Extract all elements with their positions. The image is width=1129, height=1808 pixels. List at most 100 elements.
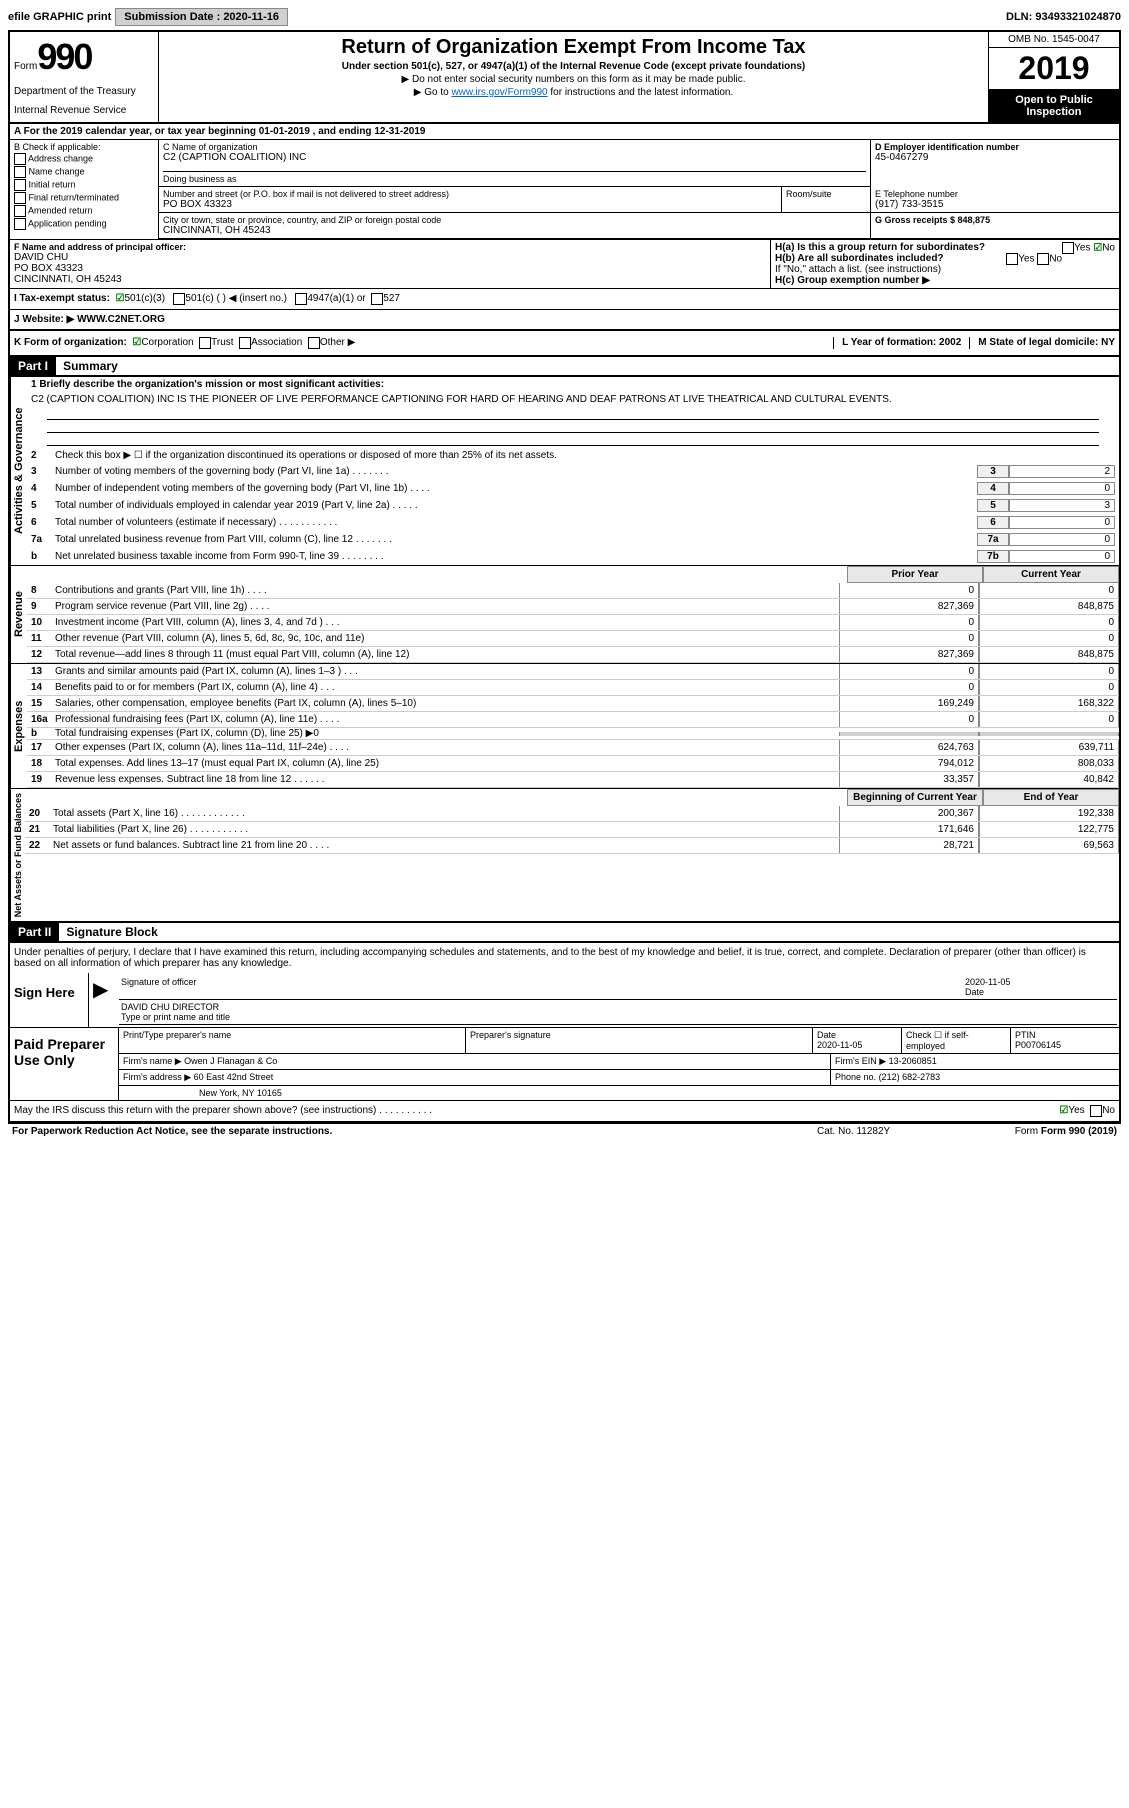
fin-prior: 200,367 <box>839 806 979 821</box>
part1-badge: Part I <box>10 357 56 375</box>
addr-change: Address change <box>28 153 93 163</box>
other-check[interactable] <box>308 337 320 349</box>
discuss-no: No <box>1102 1105 1115 1117</box>
irs-label: Internal Revenue Service <box>14 105 154 116</box>
firm-addr-cell: Firm's address ▶ 60 East 42nd Street <box>119 1070 831 1085</box>
ha-no-check: ☑ <box>1093 243 1102 254</box>
dept-treasury: Department of the Treasury <box>14 86 154 97</box>
ha-label: H(a) Is this a group return for subordin… <box>775 242 985 253</box>
section-f: F Name and address of principal officer:… <box>10 240 771 288</box>
trust-check[interactable] <box>199 337 211 349</box>
b-label: B Check if applicable: <box>14 142 154 152</box>
fin-text: Program service revenue (Part VIII, line… <box>55 601 839 612</box>
ha-yes[interactable] <box>1062 242 1074 254</box>
fin-current: 192,338 <box>979 806 1119 821</box>
final-return: Final return/terminated <box>29 192 120 202</box>
prep-date-val: 2020-11-05 <box>817 1040 862 1050</box>
irs-link[interactable]: www.irs.gov/Form990 <box>451 87 547 98</box>
fin-current: 40,842 <box>979 772 1119 787</box>
room-cell: Room/suite <box>782 187 871 212</box>
row-num: 7a <box>31 534 55 545</box>
assoc-label: Association <box>251 337 302 349</box>
ein-value: 45-0467279 <box>875 152 1115 163</box>
footer-form: Form 990 (2019) <box>1041 1126 1117 1137</box>
fin-num: 8 <box>27 585 55 596</box>
fin-row: 10 Investment income (Part VIII, column … <box>27 615 1119 631</box>
part1-header-row: Part I Summary <box>10 357 1119 377</box>
discuss-no-check[interactable] <box>1090 1105 1102 1117</box>
governance-label: Activities & Governance <box>10 377 27 565</box>
initial-return: Initial return <box>29 179 76 189</box>
section-h: H(a) Is this a group return for subordin… <box>771 240 1119 288</box>
fin-current: 0 <box>979 631 1119 646</box>
row-box: 7a <box>977 533 1009 546</box>
k-row: K Form of organization: ☑ Corporation Tr… <box>10 331 1119 357</box>
row-box: 7b <box>977 550 1009 563</box>
org-name-block: C Name of organization C2 (CAPTION COALI… <box>159 140 871 187</box>
addr-label: Number and street (or P.O. box if mail i… <box>163 189 777 199</box>
assoc-check[interactable] <box>239 337 251 349</box>
fin-text: Total assets (Part X, line 16) . . . . .… <box>53 808 839 819</box>
addr-change-check[interactable] <box>14 153 26 165</box>
part2-badge: Part II <box>10 923 59 941</box>
ha-no-label: No <box>1102 243 1115 254</box>
c-label: 501(c) ( ) ◀ (insert no.) <box>185 293 287 305</box>
527-check[interactable] <box>371 293 383 305</box>
fin-num: 21 <box>25 824 53 835</box>
underline1 <box>47 409 1099 420</box>
q1-label: 1 Briefly describe the organization's mi… <box>27 377 1119 392</box>
firm-phone-cell: Phone no. (212) 682-2783 <box>831 1070 1119 1085</box>
initial-check[interactable] <box>14 179 26 191</box>
name-change-check[interactable] <box>14 166 26 178</box>
hb-note: If "No," attach a list. (see instruction… <box>775 264 1115 275</box>
fin-prior: 0 <box>839 680 979 695</box>
hb-yes[interactable] <box>1006 253 1018 265</box>
netassets-section: Net Assets or Fund Balances Beginning of… <box>10 789 1119 921</box>
gov-row: 6 Total number of volunteers (estimate i… <box>27 514 1119 531</box>
officer-typed-name: DAVID CHU DIRECTOR <box>121 1002 219 1012</box>
form-title: Return of Organization Exempt From Incom… <box>163 36 984 59</box>
fin-row: 22 Net assets or fund balances. Subtract… <box>25 838 1119 854</box>
app-check[interactable] <box>14 218 26 230</box>
row-val: 0 <box>1009 550 1115 563</box>
ptin-cell: PTINP00706145 <box>1011 1028 1119 1053</box>
fin-current: 0 <box>979 680 1119 695</box>
c-check[interactable] <box>173 293 185 305</box>
row-num: b <box>31 551 55 562</box>
fin-text: Investment income (Part VIII, column (A)… <box>55 617 839 628</box>
submission-date[interactable]: Submission Date : 2020-11-16 <box>115 8 288 26</box>
fin-prior: 827,369 <box>839 599 979 614</box>
hb-no[interactable] <box>1037 253 1049 265</box>
a1-check[interactable] <box>295 293 307 305</box>
end-year-header: End of Year <box>983 789 1119 806</box>
city-cell: City or town, state or province, country… <box>159 213 871 238</box>
fin-text: Other expenses (Part IX, column (A), lin… <box>55 742 839 753</box>
form-subtitle: Under section 501(c), 527, or 4947(a)(1)… <box>163 61 984 72</box>
paid-preparer-label: Paid Preparer Use Only <box>10 1028 119 1100</box>
prep-date: Date2020-11-05 <box>813 1028 902 1053</box>
amended-check[interactable] <box>14 205 26 217</box>
row-text: Number of independent voting members of … <box>55 483 977 494</box>
fin-prior: 794,012 <box>839 756 979 771</box>
dba-label: Doing business as <box>163 174 866 184</box>
final-check[interactable] <box>14 192 26 204</box>
fin-row: b Total fundraising expenses (Part IX, c… <box>27 728 1119 740</box>
open-public: Open to Public Inspection <box>989 90 1119 122</box>
expenses-section-wrap: Expenses 13 Grants and similar amounts p… <box>10 663 1119 788</box>
prior-year-header: Prior Year <box>847 566 983 583</box>
section-e: E Telephone number (917) 733-3515 <box>871 187 1119 212</box>
fin-row: 19 Revenue less expenses. Subtract line … <box>27 772 1119 788</box>
gov-row: 7a Total unrelated business revenue from… <box>27 531 1119 548</box>
row-box: 3 <box>977 465 1009 478</box>
discuss-yes: Yes <box>1068 1105 1084 1117</box>
dln: DLN: 93493321024870 <box>1006 11 1121 23</box>
sign-here-label: Sign Here <box>10 973 89 1027</box>
section-g: G Gross receipts $ 848,875 <box>871 213 1119 238</box>
underline3 <box>47 435 1099 446</box>
ssn-note: ▶ Do not enter social security numbers o… <box>163 74 984 85</box>
fin-row: 16a Professional fundraising fees (Part … <box>27 712 1119 728</box>
row-box: 6 <box>977 516 1009 529</box>
part2-title: Signature Block <box>66 925 157 939</box>
row-val: 3 <box>1009 499 1115 512</box>
fin-current: 0 <box>979 664 1119 679</box>
